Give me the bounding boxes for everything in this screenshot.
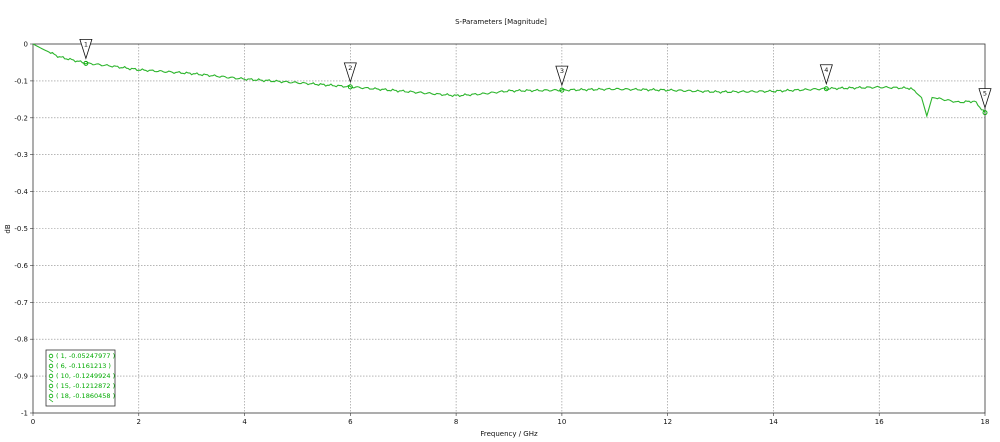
legend-box [45,349,116,407]
marker-label: 1 [84,40,88,48]
plot-frame [32,43,986,414]
x-tick-label: 8 [454,418,458,426]
legend-icon [48,353,54,359]
y-tick-label: -0.5 [14,225,28,233]
marker-point [347,84,353,90]
x-tick-label: 2 [137,418,141,426]
legend-entry: ( 15, -0.1212872 ) [56,382,115,390]
marker-flag [555,65,569,87]
marker-flag [819,64,833,86]
x-tick-label: 0 [31,418,35,426]
x-tick-label: 18 [981,418,990,426]
legend-icon-tail [48,368,54,373]
y-tick-label: -0.2 [14,114,28,122]
y-axis-label: dB [4,224,12,233]
legend-icon-tail [48,398,54,403]
marker-label: 4 [824,66,828,74]
marker-label: 2 [348,64,352,72]
y-tick-label: -0.1 [14,77,28,85]
legend-icon [48,363,54,369]
y-tick-label: -0.7 [14,299,28,307]
marker-point [83,60,89,66]
legend-icon-tail [48,378,54,383]
legend-icon-tail [48,358,54,363]
legend-entry: ( 18, -0.1860458 ) [56,392,115,400]
x-tick-label: 14 [769,418,778,426]
legend-icon [48,373,54,379]
series-line [32,43,986,118]
y-tick-label: -0.3 [14,151,28,159]
legend-entry: ( 10, -0.1249924 ) [56,372,115,380]
y-tick-label: -1 [21,410,28,418]
legend-icon-tail [48,388,54,393]
y-tick-label: -0.9 [14,373,28,381]
legend-icon [48,393,54,399]
y-tick-label: 0 [24,41,28,49]
marker-label: 5 [983,90,987,98]
x-axis-label: Frequency / GHz [480,430,538,438]
marker-point [559,87,565,93]
plot-area: 0 2 4 6 8 10 12 14 16 180-0.1-0.2-0.3-0.4-0.5-0.6… [14,38,992,426]
marker-flag [978,88,992,109]
x-tick-label: 4 [242,418,247,426]
y-tick-label: -0.6 [14,262,28,270]
x-tick-label: 12 [663,418,672,426]
marker-point [982,110,988,116]
marker-flag [79,38,93,60]
marker-point [823,86,829,92]
chart-title: S-Parameters [Magnitude] [455,18,547,26]
y-tick-label: -0.8 [14,336,28,344]
y-tick-label: -0.4 [14,188,28,196]
x-tick-label: 10 [557,418,566,426]
legend-entry: ( 6, -0.1161213 ) [56,362,111,370]
x-tick-label: 16 [875,418,884,426]
x-tick-label: 6 [348,418,353,426]
marker-label: 3 [560,67,564,75]
legend-icon [48,383,54,389]
legend-entry: ( 1, -0.05247977 ) [56,352,115,360]
marker-flag [343,62,357,84]
